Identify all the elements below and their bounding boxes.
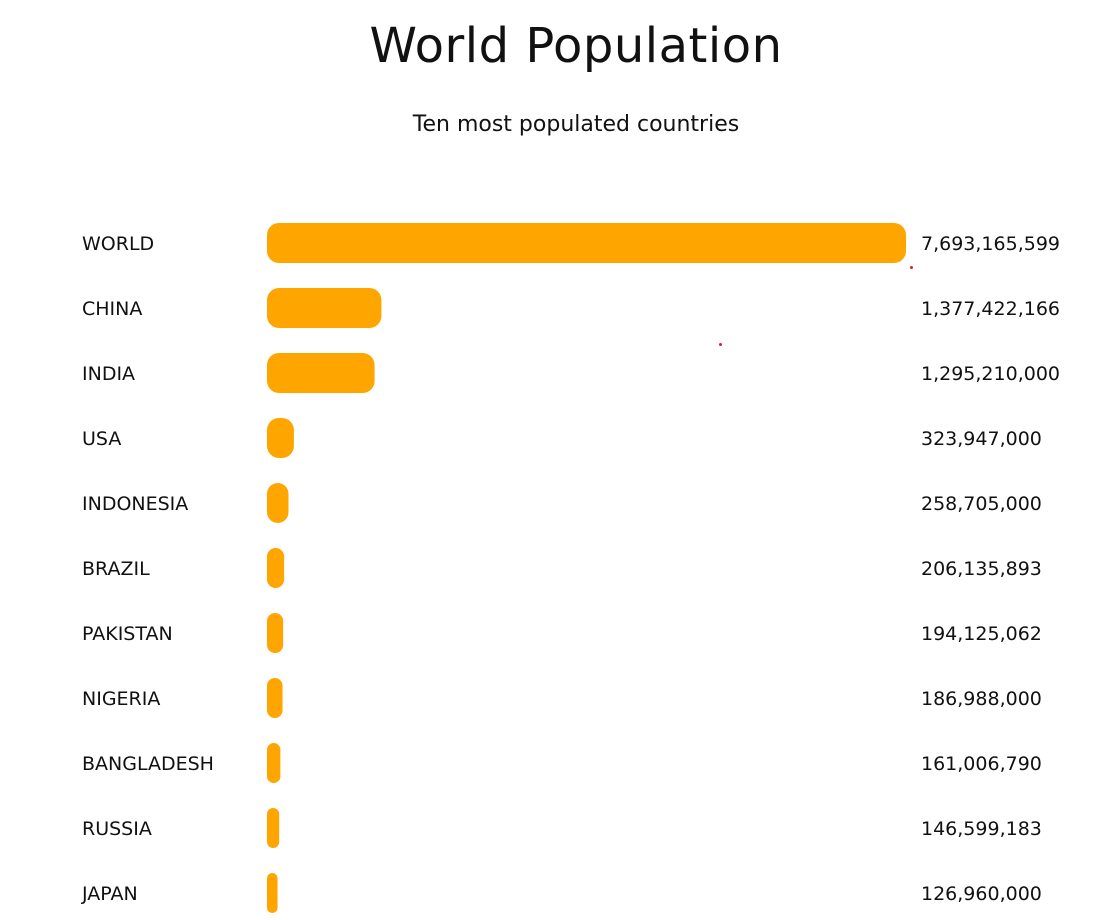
category-label: INDONESIA (82, 493, 188, 515)
bar (267, 353, 375, 393)
value-label: 206,135,893 (921, 558, 1042, 580)
category-label: RUSSIA (82, 818, 152, 840)
bar (267, 483, 289, 523)
chart-subtitle: Ten most populated countries (412, 112, 740, 137)
category-label: BRAZIL (82, 558, 150, 580)
bar (267, 808, 280, 848)
category-label: INDIA (82, 363, 135, 385)
value-label: 161,006,790 (921, 753, 1042, 775)
value-label: 1,295,210,000 (921, 363, 1060, 385)
category-label: PAKISTAN (82, 623, 173, 645)
bar (267, 223, 906, 263)
bar (267, 288, 382, 328)
category-label: NIGERIA (82, 688, 160, 710)
value-label: 186,988,000 (921, 688, 1042, 710)
category-label: USA (82, 428, 121, 450)
value-label: 7,693,165,599 (921, 233, 1060, 255)
category-label: BANGLADESH (82, 753, 214, 775)
value-label: 126,960,000 (921, 883, 1042, 905)
category-label: JAPAN (81, 883, 138, 905)
bar (267, 548, 285, 588)
value-label: 146,599,183 (921, 818, 1042, 840)
bar (267, 418, 294, 458)
category-label: WORLD (82, 233, 154, 255)
value-label: 1,377,422,166 (921, 298, 1060, 320)
value-label: 258,705,000 (921, 493, 1042, 515)
bar (267, 678, 283, 718)
value-label: 194,125,062 (921, 623, 1042, 645)
category-label: CHINA (82, 298, 142, 320)
bar (267, 743, 281, 783)
marker-dot (719, 343, 722, 346)
value-label: 323,947,000 (921, 428, 1042, 450)
bar (267, 613, 284, 653)
marker-dot (910, 266, 913, 269)
bar (267, 873, 278, 913)
chart-title: World Population (369, 18, 783, 74)
